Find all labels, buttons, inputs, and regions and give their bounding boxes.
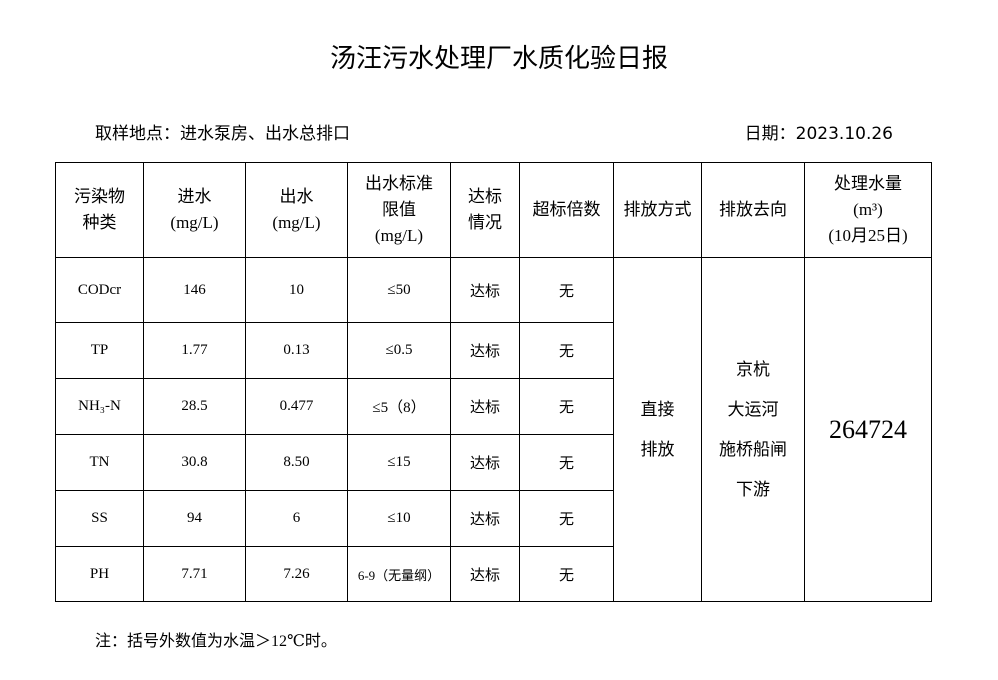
table-row: PH 7.71 7.26 6-9（无量纲） 达标无 bbox=[55, 546, 932, 602]
cell: 8.50 bbox=[245, 434, 348, 491]
cell: SS bbox=[55, 490, 144, 547]
header-cell: 达标 情况 bbox=[450, 162, 520, 258]
cell-line: (mg/L) bbox=[170, 213, 219, 232]
report-table: 污染物 种类 进水 (mg/L) 出水 (mg/L) 出水标准 限值 (mg/L) 达标 情况 超标倍… bbox=[55, 162, 932, 602]
cell: PH bbox=[55, 546, 144, 602]
cell: 146 bbox=[143, 257, 246, 323]
cell-line: 大运河 bbox=[727, 399, 779, 419]
cell: 达标 bbox=[450, 322, 520, 379]
volume: 264724 bbox=[804, 257, 932, 602]
cell: 达标 bbox=[450, 434, 520, 491]
header-cell: 出水 (mg/L) bbox=[245, 162, 348, 258]
header-cell: 排放方式 bbox=[613, 162, 702, 258]
header-cell: 进水 (mg/L) bbox=[143, 162, 246, 258]
table-body: CODcr 146 10 ≤50 达标无直接 排放 京杭 大运河 施桥船闸 下游 264724 TP 1… bbox=[55, 257, 932, 602]
title: 汤汪污水处理厂水质化验日报 bbox=[329, 44, 668, 74]
cell: 无 bbox=[519, 257, 614, 323]
cell-line: 限值 bbox=[382, 200, 416, 219]
cell: 达标 bbox=[450, 546, 520, 602]
cell: 0.13 bbox=[245, 322, 348, 379]
cell-line: 下游 bbox=[736, 479, 770, 499]
cell-line: 进水 bbox=[177, 187, 212, 206]
cell: ≤0.5 bbox=[347, 322, 451, 379]
cell-line: 排放 bbox=[640, 439, 675, 459]
cell: 6-9（无量纲） bbox=[347, 546, 451, 602]
cell: 达标 bbox=[450, 490, 520, 547]
table-row: TP 1.77 0.13 ≤0.5 达标无 bbox=[55, 322, 932, 379]
table-row: SS 94 6 ≤10 达标无 bbox=[55, 490, 932, 547]
header-cell: 超标倍数 bbox=[519, 162, 614, 258]
cell: ≤50 bbox=[347, 257, 451, 323]
cell: CODcr bbox=[55, 257, 144, 323]
cell-line: 出水标准 bbox=[365, 174, 433, 193]
header-cell: 处理水量 (m³) (10月25日) bbox=[804, 162, 932, 258]
cell-line: 种类 bbox=[82, 213, 117, 232]
header-cell: 出水标准限值 (mg/L) bbox=[347, 162, 451, 258]
cell-line: 京杭 bbox=[736, 359, 770, 379]
cell-line: 排放方式 bbox=[623, 200, 692, 219]
cell: 达标 bbox=[450, 257, 520, 323]
table-row: CODcr 146 10 ≤50 达标无直接 排放 京杭 大运河 施桥船闸 下游 264724 bbox=[55, 257, 932, 602]
cell-line: (10月25日) bbox=[828, 226, 908, 245]
cell: TP bbox=[55, 322, 144, 379]
cell-line: (m³) bbox=[853, 200, 883, 219]
table-row: TN 30.8 8.50 ≤15 达标无 bbox=[55, 434, 932, 491]
cell-line: 直接 bbox=[640, 399, 675, 419]
cell-line: (mg/L) bbox=[374, 226, 424, 245]
discharge-method: 直接 排放 bbox=[613, 257, 702, 602]
cell: TN bbox=[55, 434, 144, 491]
cell: ≤10 bbox=[347, 490, 451, 547]
destination: 京杭大运河施桥船闸下游 bbox=[701, 257, 805, 602]
cell-line: 处理水量 bbox=[834, 174, 902, 193]
cell-line: (mg/L) bbox=[272, 213, 321, 232]
header-cell: 污染物 种类 bbox=[55, 162, 144, 258]
cell: 6 bbox=[245, 490, 348, 547]
cell: 30.8 bbox=[143, 434, 246, 491]
cell-line: 达标 bbox=[468, 187, 502, 206]
cell-line: 排放去向 bbox=[719, 200, 787, 219]
cell: NH₃-N bbox=[55, 378, 144, 435]
note: 注：括号外数值为水温＞12℃时。 bbox=[95, 633, 337, 650]
cell-line: 情况 bbox=[468, 213, 502, 232]
cell: 无 bbox=[519, 546, 614, 602]
location: 取样地点：进水泵房、出水总排口 bbox=[95, 124, 350, 144]
header-row: 污染物 种类 进水 (mg/L) 出水 (mg/L) 出水标准 限值 (mg/L) 达标 情况 超标倍… bbox=[55, 162, 932, 258]
cell: 10 bbox=[245, 257, 348, 323]
cell: 达标 bbox=[450, 378, 520, 435]
cell-line: 超标倍数 bbox=[532, 200, 601, 219]
cell: 1.77 bbox=[143, 322, 246, 379]
table-row: NH₃-N 28.5 0.477 ≤5（8） 达标无 bbox=[55, 378, 932, 435]
cell: ≤5（8） bbox=[347, 378, 451, 435]
cell: 94 bbox=[143, 490, 246, 547]
cell: 无 bbox=[519, 434, 614, 491]
cell: 无 bbox=[519, 378, 614, 435]
cell: 0.477 bbox=[245, 378, 348, 435]
cell-line: 污染物 bbox=[74, 187, 125, 206]
cell: 7.71 bbox=[143, 546, 246, 602]
cell-line: 施桥船闸 bbox=[719, 439, 787, 459]
cell: 无 bbox=[519, 490, 614, 547]
cell: ≤15 bbox=[347, 434, 451, 491]
cell-line: 出水 bbox=[279, 187, 314, 206]
cell: 无 bbox=[519, 322, 614, 379]
date: 日期：2023.10.26 bbox=[744, 124, 893, 144]
cell: 7.26 bbox=[245, 546, 348, 602]
cell: 28.5 bbox=[143, 378, 246, 435]
header-cell: 排放去向 bbox=[701, 162, 805, 258]
